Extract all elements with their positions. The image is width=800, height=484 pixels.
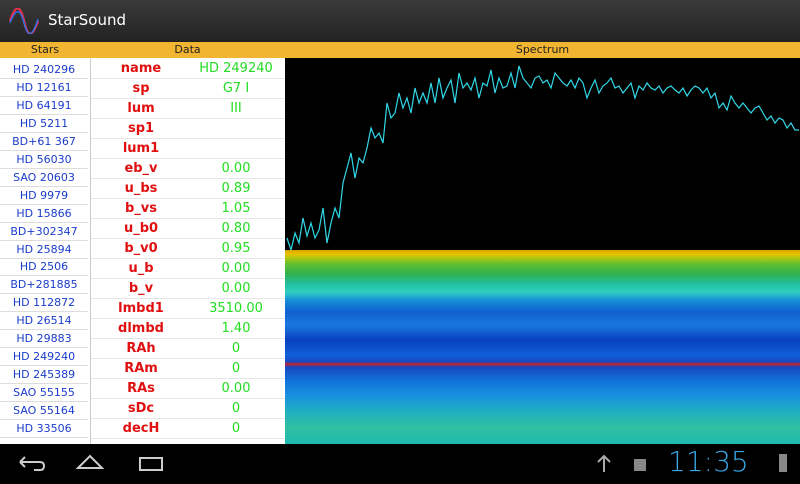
star-item[interactable]: HD 2506 (0, 258, 88, 277)
star-item[interactable]: HD 56030 (0, 151, 88, 169)
row-divider (91, 78, 286, 79)
row-divider (91, 298, 286, 299)
field-label: b_v (128, 281, 154, 296)
spectrum-header: Spectrum (515, 43, 570, 56)
row-divider (91, 278, 286, 279)
field-label: sDc (127, 401, 155, 416)
column-header: Stars Data Spectrum (0, 42, 800, 58)
spectrogram (285, 250, 800, 444)
star-item[interactable]: HD 249240 (0, 348, 88, 367)
field-label: sp (132, 81, 150, 96)
spectrum-plot (285, 58, 800, 250)
app-title: StarSound (48, 11, 126, 29)
home-button[interactable] (75, 454, 105, 469)
field-label: dlmbd (118, 321, 164, 336)
star-item[interactable]: HD 29883 (0, 330, 88, 349)
row-divider (91, 378, 286, 379)
nav-icons (19, 454, 787, 472)
row-divider (91, 398, 286, 399)
star-item[interactable]: HD 64191 (0, 97, 88, 115)
back-button[interactable] (19, 456, 46, 471)
row-divider (91, 118, 286, 119)
star-item[interactable]: BD+281885 (0, 276, 88, 295)
star-item[interactable]: SAO 20603 (0, 169, 88, 187)
star-item[interactable]: HD 245389 (0, 366, 88, 385)
field-label: lum (127, 101, 155, 116)
data-table: name HD 249240 sp G7 I lum III sp1 lum1 eb_v 0.00… (90, 58, 286, 444)
field-value: 0.89 (221, 181, 251, 196)
usb-icon (597, 454, 611, 472)
row-divider (91, 158, 286, 159)
app-icon[interactable] (8, 8, 40, 34)
star-item[interactable]: HD 112872 (0, 294, 88, 313)
field-value: 0.00 (221, 281, 251, 296)
row-divider (91, 218, 286, 219)
field-value: 1.40 (221, 321, 251, 336)
field-value: 0.00 (221, 261, 251, 276)
star-item[interactable]: BD+302347 (0, 223, 88, 241)
star-item[interactable]: HD 12161 (0, 79, 88, 97)
row-divider (91, 358, 286, 359)
field-label: decH (122, 421, 160, 436)
star-item[interactable]: HD 33506 (0, 420, 88, 438)
field-label: RAs (127, 381, 155, 396)
row-divider (91, 98, 286, 99)
field-label: u_b0 (123, 221, 159, 236)
field-value: 3510.00 (209, 301, 263, 316)
row-divider (91, 178, 286, 179)
field-label: lum1 (122, 141, 160, 156)
field-label: RAh (126, 341, 156, 356)
nav-bar (0, 444, 800, 480)
field-label: lmbd1 (118, 301, 164, 316)
field-label: name (120, 61, 162, 76)
row-divider (91, 438, 286, 439)
app-bar: StarSound (0, 0, 800, 42)
star-item[interactable]: HD 240296 (0, 61, 88, 79)
field-value: 0.80 (221, 221, 251, 236)
row-divider (91, 238, 286, 239)
field-value: 0.95 (221, 241, 251, 256)
row-divider (91, 318, 286, 319)
star-list: HD 240296 HD 12161 HD 64191 HD 5211 BD+61 36… (0, 58, 90, 444)
field-label: u_bs (124, 181, 158, 196)
star-item[interactable]: SAO 55164 (0, 402, 88, 421)
data-header: Data (174, 43, 201, 56)
star-item[interactable]: HD 9979 (0, 187, 88, 205)
field-label: b_vs (124, 201, 158, 216)
stars-header: Stars (30, 43, 60, 56)
field-value: III (230, 101, 242, 116)
star-item[interactable]: HD 26514 (0, 312, 88, 331)
row-divider (91, 198, 286, 199)
row-divider (91, 258, 286, 259)
spectrum-line (286, 65, 799, 250)
clock: 11:35 (668, 445, 749, 478)
star-item[interactable]: BD+61 367 (0, 133, 88, 151)
field-label: b_v0 (124, 241, 158, 256)
field-label: RAm (124, 361, 158, 376)
row-divider (91, 138, 286, 139)
field-label: eb_v (124, 161, 158, 176)
field-label: sp1 (127, 121, 155, 136)
battery-icon (779, 454, 787, 472)
star-item[interactable]: HD 15866 (0, 205, 88, 223)
field-value: 0 (231, 421, 241, 436)
field-value: HD 249240 (199, 61, 273, 76)
field-value: G7 I (222, 81, 250, 96)
field-label: u_b (128, 261, 154, 276)
star-item[interactable]: SAO 55155 (0, 384, 88, 403)
row-divider (91, 338, 286, 339)
field-value: 0 (231, 361, 241, 376)
star-item[interactable]: HD 5211 (0, 115, 88, 133)
star-item[interactable]: HD 25894 (0, 241, 88, 259)
field-value: 1.05 (221, 201, 251, 216)
recent-button[interactable] (139, 457, 163, 471)
field-value: 0 (231, 401, 241, 416)
field-value: 0.00 (221, 161, 251, 176)
field-value: 0.00 (221, 381, 251, 396)
android-icon (634, 459, 646, 471)
row-divider (91, 418, 286, 419)
field-value: 0 (231, 341, 241, 356)
